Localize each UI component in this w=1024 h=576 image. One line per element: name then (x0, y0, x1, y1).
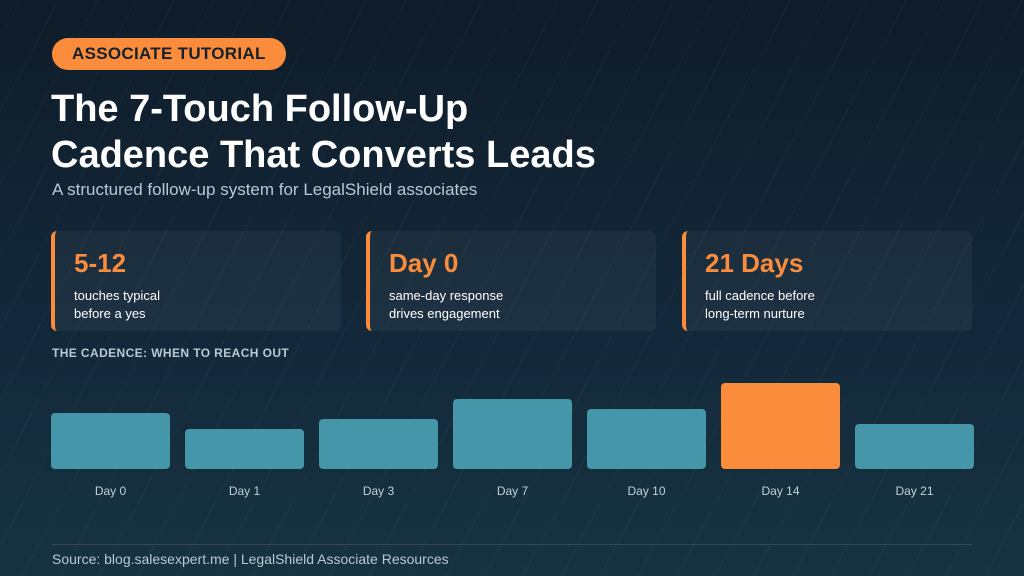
stat-description-line: same-day response (389, 288, 504, 303)
stat-card-touches: 5-12 touches typical before a yes (51, 231, 341, 331)
stat-description-line: touches typical (74, 288, 160, 303)
bar-category-label: Day 7 (497, 484, 529, 498)
tutorial-badge: ASSOCIATE TUTORIAL (52, 38, 286, 70)
bar-day-10 (587, 409, 706, 469)
stat-card-day-zero: Day 0 same-day response drives engagemen… (366, 231, 656, 331)
stat-value: 21 Days (705, 248, 804, 278)
stat-description: full cadence before long-term nurture (705, 287, 955, 323)
stat-card-full-cadence: 21 Days full cadence before long-term nu… (682, 231, 972, 331)
bar-category-label: Day 14 (761, 484, 799, 498)
stat-description-line: drives engagement (389, 306, 500, 321)
stat-description-line: before a yes (74, 306, 146, 321)
page-title: The 7-Touch Follow-Up Cadence That Conve… (51, 86, 596, 178)
bar-day-7 (453, 399, 572, 469)
stat-description: same-day response drives engagement (389, 287, 639, 323)
bar-category-label: Day 21 (895, 484, 933, 498)
chart-section-label: THE CADENCE: WHEN TO REACH OUT (52, 346, 290, 360)
bar-day-0 (51, 413, 170, 469)
title-line-2: Cadence That Converts Leads (51, 134, 596, 176)
bar-category-label: Day 1 (229, 484, 261, 498)
footer-divider (52, 544, 972, 545)
title-line-1: The 7-Touch Follow-Up (51, 88, 469, 130)
stat-value: Day 0 (389, 248, 459, 278)
bar-category-label: Day 10 (627, 484, 665, 498)
stat-description: touches typical before a yes (74, 287, 324, 323)
page-subtitle: A structured follow-up system for LegalS… (52, 180, 478, 199)
bar-day-3 (319, 419, 438, 469)
stat-description-line: full cadence before (705, 288, 815, 303)
bar-day-1 (185, 429, 304, 469)
bar-day-14 (721, 383, 840, 469)
source-credit: Source: blog.salesexpert.me | LegalShiel… (52, 551, 449, 567)
bar-day-21 (855, 424, 974, 469)
bar-category-label: Day 0 (95, 484, 127, 498)
stat-description-line: long-term nurture (705, 306, 805, 321)
stat-value: 5-12 (74, 248, 127, 278)
bar-category-label: Day 3 (363, 484, 395, 498)
